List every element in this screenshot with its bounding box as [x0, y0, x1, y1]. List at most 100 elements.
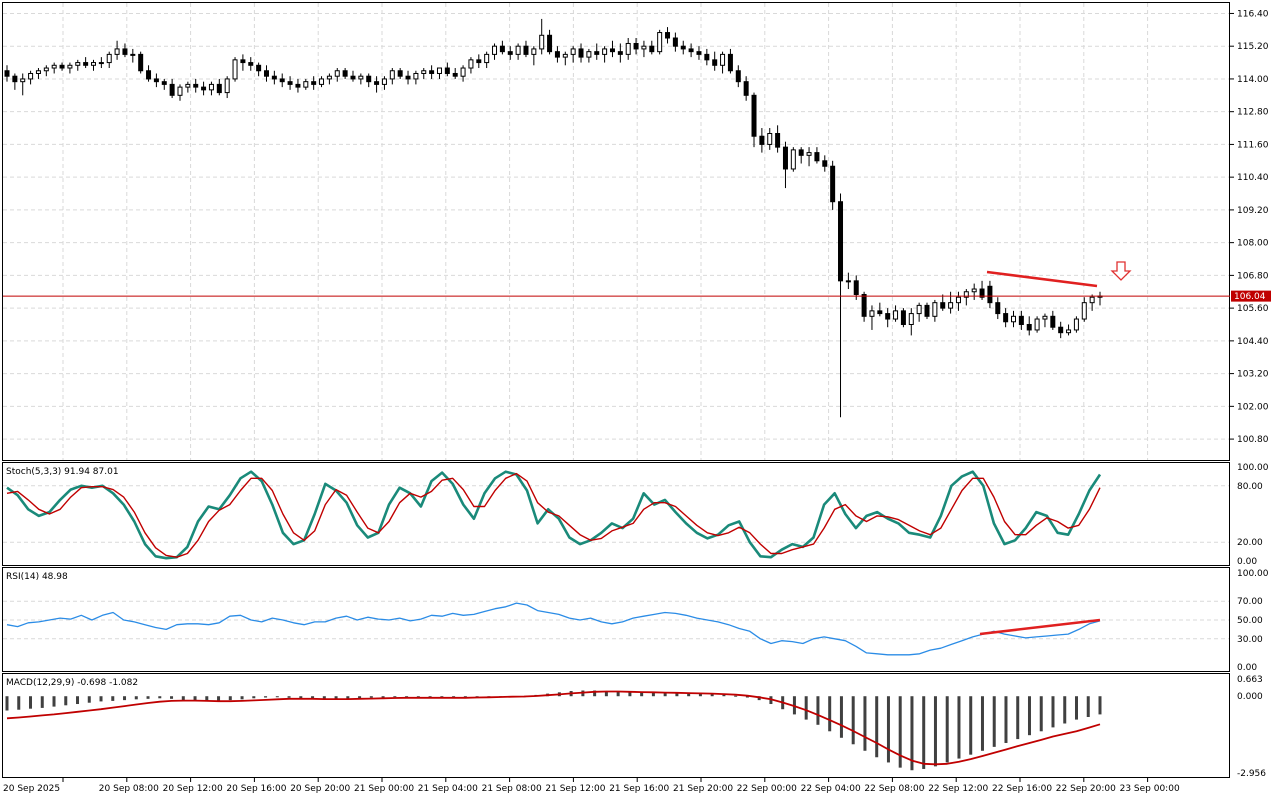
candle[interactable]	[594, 43, 600, 60]
candle[interactable]	[979, 280, 985, 300]
candle[interactable]	[578, 43, 584, 63]
candle[interactable]	[838, 193, 844, 418]
candle[interactable]	[830, 160, 836, 210]
candle[interactable]	[680, 40, 686, 55]
candle[interactable]	[405, 70, 411, 85]
candle[interactable]	[138, 51, 144, 74]
candle[interactable]	[1011, 310, 1017, 328]
candle[interactable]	[940, 294, 946, 311]
candle[interactable]	[130, 48, 136, 63]
candle[interactable]	[861, 291, 867, 322]
candle[interactable]	[4, 65, 10, 82]
candle[interactable]	[114, 40, 120, 60]
candle[interactable]	[224, 76, 230, 99]
candle[interactable]	[436, 67, 442, 79]
candle[interactable]	[177, 84, 183, 101]
candle[interactable]	[822, 155, 828, 172]
candle[interactable]	[586, 48, 592, 63]
candle[interactable]	[350, 70, 356, 82]
candle[interactable]	[334, 68, 340, 82]
candle[interactable]	[609, 40, 615, 58]
candle[interactable]	[751, 92, 757, 148]
candle[interactable]	[554, 46, 560, 63]
candle[interactable]	[775, 125, 781, 153]
candle[interactable]	[672, 32, 678, 52]
candle[interactable]	[389, 68, 395, 85]
candle[interactable]	[444, 62, 450, 77]
candle[interactable]	[122, 43, 128, 58]
candle[interactable]	[468, 57, 474, 74]
candle[interactable]	[790, 147, 796, 172]
candle[interactable]	[893, 305, 899, 322]
candle[interactable]	[1050, 310, 1056, 330]
candle[interactable]	[12, 73, 18, 90]
candle[interactable]	[987, 280, 993, 309]
stoch-panel[interactable]	[2, 462, 1230, 566]
macd-panel[interactable]	[2, 673, 1230, 778]
candle[interactable]	[948, 291, 954, 314]
candle[interactable]	[35, 68, 41, 79]
candle[interactable]	[908, 308, 914, 336]
candle[interactable]	[185, 81, 191, 93]
candle[interactable]	[1003, 308, 1009, 328]
candle[interactable]	[499, 40, 505, 55]
candle[interactable]	[295, 78, 301, 93]
candle[interactable]	[696, 46, 702, 60]
candle[interactable]	[869, 305, 875, 330]
candle[interactable]	[955, 291, 961, 311]
candle[interactable]	[641, 40, 647, 58]
candle[interactable]	[1073, 316, 1079, 333]
candle[interactable]	[303, 78, 309, 90]
candle[interactable]	[153, 73, 159, 88]
candle[interactable]	[240, 54, 246, 71]
candle[interactable]	[232, 57, 238, 82]
candle[interactable]	[326, 73, 332, 85]
candle[interactable]	[547, 29, 553, 55]
candle[interactable]	[201, 81, 207, 96]
candle[interactable]	[28, 70, 34, 85]
candle[interactable]	[193, 78, 199, 93]
candle[interactable]	[208, 81, 214, 96]
candle[interactable]	[735, 65, 741, 88]
candle[interactable]	[1034, 316, 1040, 333]
candle[interactable]	[161, 78, 167, 90]
candle[interactable]	[759, 128, 765, 153]
candle[interactable]	[90, 59, 96, 71]
candle[interactable]	[1026, 316, 1032, 336]
candle[interactable]	[75, 59, 81, 71]
candle[interactable]	[602, 46, 608, 63]
candle[interactable]	[633, 38, 639, 55]
rsi-panel[interactable]	[2, 567, 1230, 672]
candle[interactable]	[20, 73, 26, 96]
candle[interactable]	[51, 62, 57, 74]
candle[interactable]	[845, 272, 851, 290]
candle[interactable]	[421, 68, 427, 79]
candle[interactable]	[1097, 291, 1103, 306]
candle[interactable]	[570, 46, 576, 63]
candle[interactable]	[484, 51, 490, 69]
candle[interactable]	[531, 46, 537, 66]
candle[interactable]	[67, 62, 73, 74]
candle[interactable]	[932, 299, 938, 322]
candle[interactable]	[287, 76, 293, 90]
candle[interactable]	[507, 46, 513, 60]
candle[interactable]	[429, 65, 435, 79]
candle[interactable]	[617, 43, 623, 63]
candle[interactable]	[767, 128, 773, 150]
candle[interactable]	[397, 68, 403, 79]
candle[interactable]	[814, 147, 820, 164]
candle[interactable]	[1089, 294, 1095, 311]
candle[interactable]	[98, 57, 104, 69]
candle[interactable]	[146, 65, 152, 82]
candle[interactable]	[358, 73, 364, 85]
candle[interactable]	[877, 302, 883, 317]
candle[interactable]	[743, 76, 749, 101]
candle[interactable]	[704, 48, 710, 66]
candle[interactable]	[366, 73, 372, 88]
candle[interactable]	[492, 43, 498, 60]
candle[interactable]	[374, 76, 380, 93]
candle[interactable]	[216, 78, 222, 96]
candle[interactable]	[83, 57, 89, 69]
candle[interactable]	[271, 70, 277, 85]
